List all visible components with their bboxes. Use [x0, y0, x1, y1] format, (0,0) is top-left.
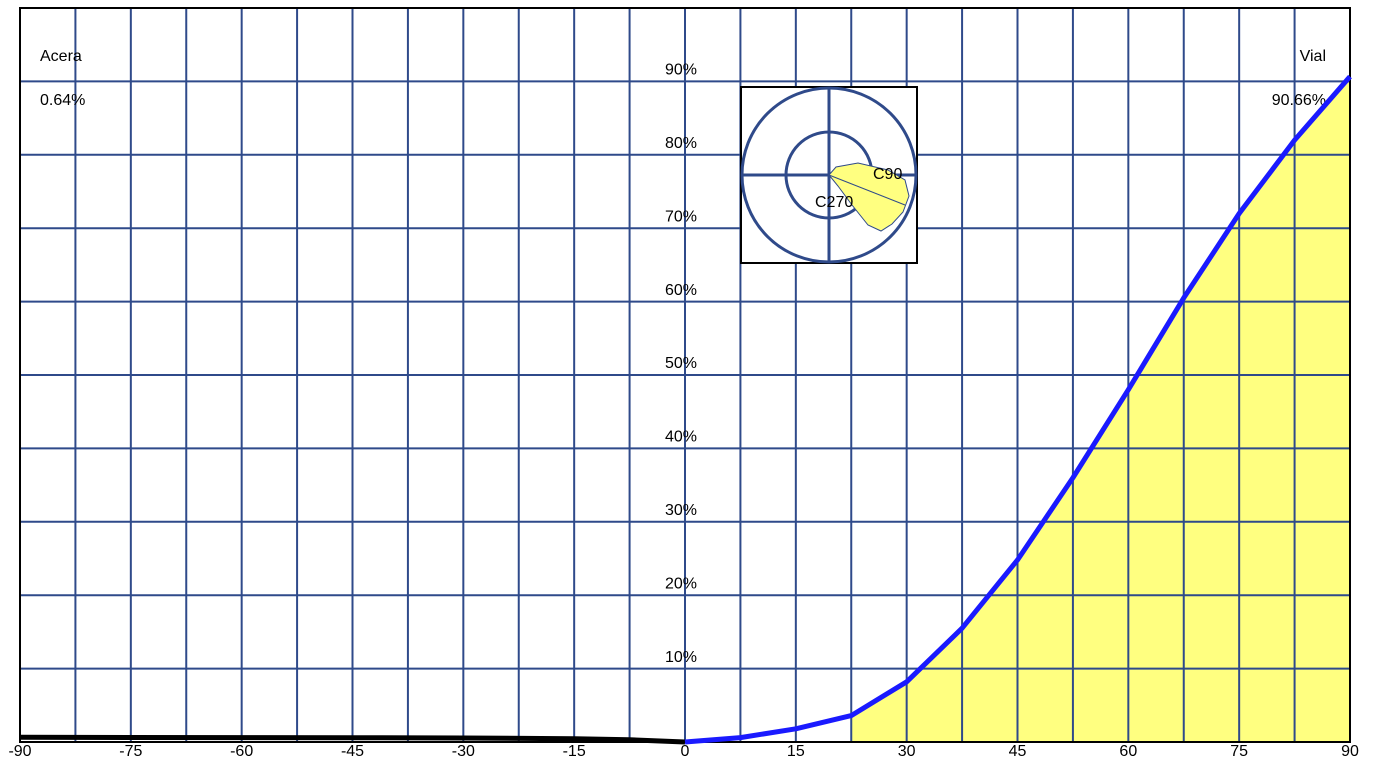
annotation: Vial	[1300, 48, 1326, 65]
x-tick-label: 45	[1009, 743, 1027, 760]
y-tick-label: 30%	[665, 502, 697, 519]
polar-label: C90	[873, 166, 902, 183]
polar-shape	[828, 162, 910, 232]
x-tick-label: 60	[1119, 743, 1137, 760]
x-tick-label: -60	[230, 743, 253, 760]
x-tick-label: -15	[563, 743, 586, 760]
series-line	[684, 74, 1352, 745]
x-tick-label: -75	[119, 743, 142, 760]
x-tick-label: 90	[1341, 743, 1359, 760]
y-tick-label: 50%	[665, 355, 697, 372]
x-tick-label: 0	[681, 743, 690, 760]
x-tick-label: 30	[898, 743, 916, 760]
polar-axis	[828, 174, 906, 206]
x-tick-label: 15	[787, 743, 805, 760]
polar-inset: C90 C270	[740, 86, 918, 264]
y-tick-label: 40%	[665, 429, 697, 446]
plot	[20, 8, 1350, 742]
polar-label: C270	[815, 194, 853, 211]
annotation: 0.64%	[40, 92, 85, 109]
annotation: 90.66%	[1272, 92, 1326, 109]
area-fill	[851, 76, 1350, 742]
y-tick-label: 80%	[665, 135, 697, 152]
x-tick-label: -30	[452, 743, 475, 760]
y-tick-label: 70%	[665, 208, 697, 225]
y-tick-label: 10%	[665, 649, 697, 666]
x-tick-label: -45	[341, 743, 364, 760]
series-line	[19, 734, 686, 745]
x-tick-label: 75	[1230, 743, 1248, 760]
y-tick-label: 20%	[665, 575, 697, 592]
x-tick-label: -90	[8, 743, 31, 760]
y-tick-label: 90%	[665, 62, 697, 79]
y-tick-label: 60%	[665, 282, 697, 299]
annotation: Acera	[40, 48, 82, 65]
